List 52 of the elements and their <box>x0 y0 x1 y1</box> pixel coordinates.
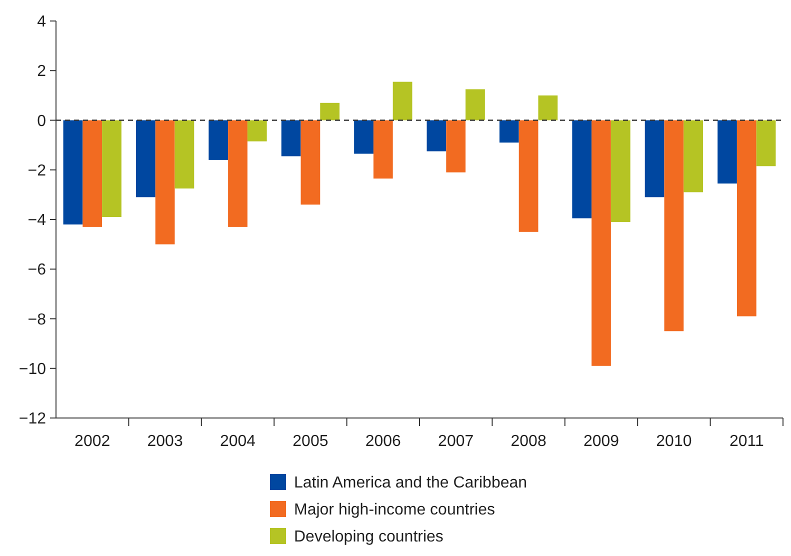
bar <box>518 120 538 232</box>
legend-label: Developing countries <box>294 528 444 546</box>
y-tick-label: 4 <box>37 14 46 31</box>
bar <box>610 120 630 222</box>
y-tick-label: −10 <box>18 360 46 378</box>
bar <box>63 120 83 224</box>
y-tick-label: −6 <box>28 262 46 279</box>
x-tick-label: 2006 <box>365 433 402 450</box>
bar <box>82 120 102 227</box>
bar <box>136 120 156 198</box>
bar <box>426 120 446 152</box>
y-tick-label: −2 <box>28 162 46 180</box>
x-tick-label: 2009 <box>583 433 620 450</box>
x-tick-label: 2010 <box>656 433 692 450</box>
bar <box>592 120 611 366</box>
legend-label: Major high-income countries <box>294 502 495 519</box>
bar <box>102 120 122 218</box>
x-tick-label: 2007 <box>438 433 474 450</box>
bar <box>446 120 466 172</box>
legend-label: Latin America and the Caribbean <box>294 474 528 492</box>
bar <box>228 120 248 227</box>
bar <box>756 120 776 166</box>
y-tick-label: −12 <box>18 410 46 428</box>
bar <box>538 95 558 120</box>
bar <box>373 120 393 179</box>
y-tick-label: 0 <box>37 112 46 130</box>
bar <box>718 120 737 184</box>
bar <box>300 120 320 205</box>
bar <box>644 120 664 198</box>
bar <box>392 82 412 120</box>
bar <box>208 120 228 160</box>
bar <box>736 120 756 316</box>
y-tick-label: −8 <box>28 311 46 328</box>
x-tick-label: 2011 <box>729 433 764 450</box>
bar <box>354 120 374 154</box>
x-tick-label: 2005 <box>292 433 328 450</box>
x-tick-label: 2003 <box>147 433 183 450</box>
x-tick-label: 2008 <box>510 433 546 450</box>
x-tick-label: 2002 <box>74 433 110 450</box>
bar <box>281 120 301 156</box>
bar <box>466 89 485 120</box>
bar <box>155 120 175 244</box>
bar <box>499 120 519 143</box>
bar <box>320 102 340 120</box>
y-tick-label: −4 <box>28 212 46 230</box>
bar <box>247 120 267 142</box>
bar <box>174 120 194 188</box>
bar <box>572 120 592 218</box>
x-tick-label: 2004 <box>220 433 256 450</box>
bar <box>664 120 684 332</box>
y-tick-label: 2 <box>37 63 46 80</box>
bar <box>684 120 704 192</box>
